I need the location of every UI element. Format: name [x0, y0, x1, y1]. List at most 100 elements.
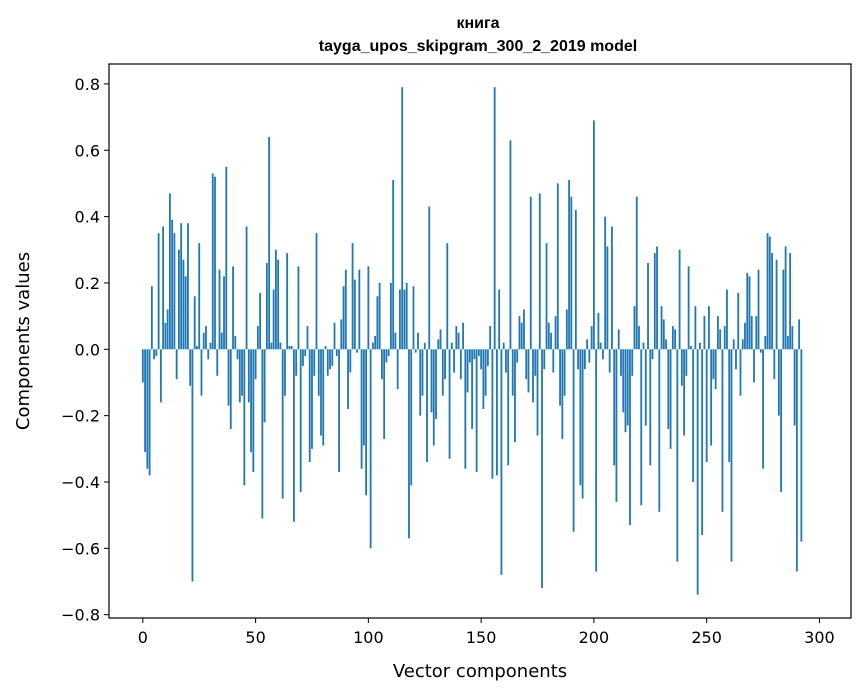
bar-106: [380, 349, 383, 380]
bar-123: [419, 349, 422, 416]
y-tick-label: 0.6: [75, 141, 100, 160]
bar-231: [662, 319, 665, 350]
bar-151: [482, 349, 485, 410]
bar-0: [141, 349, 144, 383]
bar-229: [658, 349, 661, 512]
bar-161: [505, 349, 507, 373]
bar-282: [777, 349, 780, 416]
bar-196: [583, 349, 586, 370]
bar-242: [687, 266, 690, 350]
bar-145: [468, 349, 471, 363]
bar-184: [556, 183, 559, 350]
y-axis-label: Components values: [13, 252, 34, 430]
y-tick-label: −0.8: [61, 606, 100, 625]
bar-9: [162, 226, 165, 350]
bar-100: [367, 266, 370, 350]
bar-128: [430, 349, 433, 413]
x-tick-label: 250: [691, 628, 722, 647]
bar-28: [205, 326, 207, 350]
bar-168: [520, 322, 523, 350]
bar-84: [331, 349, 334, 366]
bar-252: [710, 349, 713, 446]
bar-152: [484, 349, 487, 396]
bar-110: [390, 282, 392, 350]
bar-97: [360, 349, 363, 469]
bar-138: [453, 349, 455, 373]
bar-103: [374, 336, 377, 350]
bar-206: [606, 246, 609, 350]
bar-204: [602, 349, 604, 360]
bar-159: [500, 349, 503, 575]
bar-283: [780, 349, 782, 492]
bar-248: [701, 349, 704, 536]
bar-141: [459, 349, 462, 380]
x-axis-label: Vector components: [393, 661, 567, 682]
y-axis: −0.8 −0.6 −0.4 −0.2 0.0 0.2 0.4 0.6 0.8: [61, 75, 109, 625]
bar-70: [299, 349, 302, 492]
bar-244: [692, 349, 695, 482]
x-tick-label: 50: [245, 628, 265, 647]
bar-15: [175, 349, 178, 380]
bar-129: [432, 349, 435, 446]
bar-73: [306, 326, 309, 350]
bar-217: [631, 349, 634, 376]
bar-114: [399, 289, 401, 350]
bar-136: [448, 349, 451, 459]
bar-207: [608, 349, 611, 373]
y-tick-label: −0.4: [61, 473, 100, 492]
bar-83: [329, 349, 331, 370]
bar-68: [295, 349, 298, 376]
bar-64: [286, 253, 289, 350]
bar-131: [437, 339, 440, 350]
bar-147: [473, 349, 476, 360]
bar-88: [340, 319, 343, 350]
bar-27: [202, 332, 205, 350]
bar-47: [247, 349, 250, 403]
bar-267: [744, 322, 746, 350]
bar-130: [435, 349, 437, 419]
bar-44: [241, 349, 243, 396]
bar-185: [559, 349, 561, 406]
bar-223: [644, 349, 647, 426]
bar-125: [423, 342, 426, 350]
bar-11: [166, 309, 169, 350]
bar-95: [356, 349, 358, 353]
y-tick-label: −0.2: [61, 407, 100, 426]
bar-75: [311, 349, 313, 449]
bar-42: [236, 349, 239, 360]
bar-67: [293, 349, 295, 522]
bar-65: [288, 345, 291, 350]
y-tick-label: 0.8: [75, 75, 100, 94]
bar-174: [534, 349, 537, 376]
bar-226: [651, 349, 654, 360]
bar-274: [759, 349, 762, 353]
bar-189: [568, 180, 570, 350]
bar-194: [579, 349, 582, 486]
bar-268: [746, 272, 749, 350]
bar-178: [543, 349, 546, 370]
bar-92: [349, 349, 352, 373]
bar-85: [333, 322, 336, 350]
bar-43: [238, 349, 241, 403]
bar-256: [719, 329, 722, 350]
y-tick-label: −0.6: [61, 539, 100, 558]
bar-166: [516, 349, 519, 363]
bar-146: [471, 349, 474, 429]
bar-series: [141, 87, 803, 595]
bar-208: [611, 226, 613, 350]
bar-195: [581, 349, 584, 499]
bar-238: [678, 249, 681, 350]
bar-3: [148, 349, 151, 476]
bar-124: [421, 349, 424, 396]
bar-79: [320, 349, 322, 436]
bar-149: [477, 349, 480, 356]
bar-192: [574, 209, 577, 350]
bar-186: [561, 349, 564, 439]
bar-118: [408, 349, 410, 539]
bar-18: [182, 259, 185, 350]
bar-57: [270, 342, 273, 350]
bar-163: [509, 140, 512, 350]
bar-287: [789, 253, 792, 350]
bar-62: [281, 349, 284, 499]
